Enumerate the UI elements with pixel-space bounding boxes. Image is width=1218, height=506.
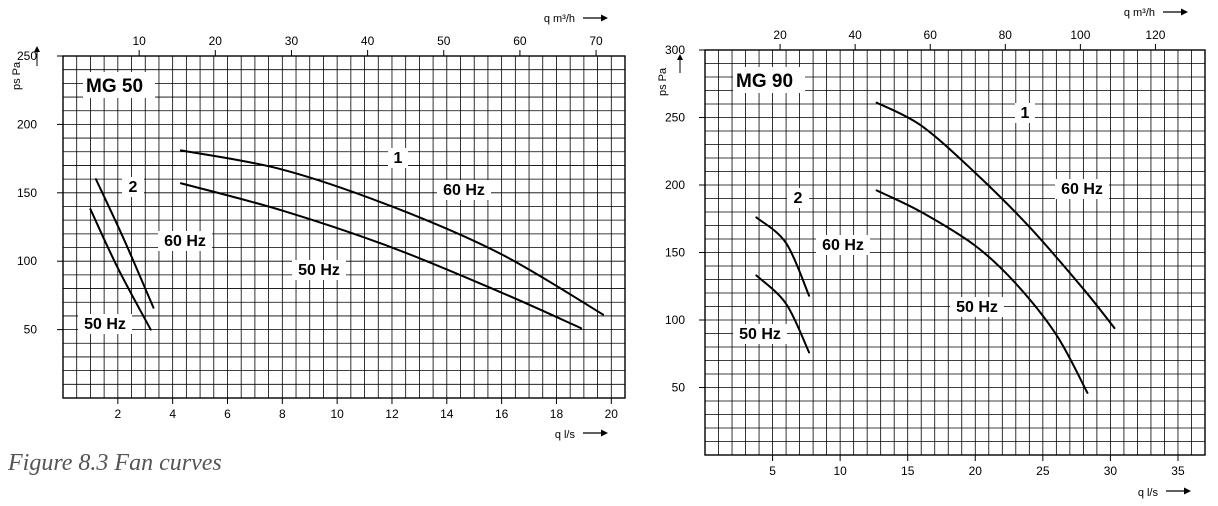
curve-label: 60 Hz	[822, 237, 864, 254]
series-line-1	[875, 189, 1089, 394]
chart-title: MG 90	[736, 71, 793, 92]
x-tick-label: 12	[385, 407, 399, 421]
x2-tick-label: 80	[999, 28, 1013, 42]
x-tick-label: 25	[1036, 464, 1050, 478]
chart-title-bg	[733, 67, 805, 93]
curve-label-bg	[158, 231, 212, 251]
x2-tick-label: 20	[773, 28, 787, 42]
curve-label: 2	[794, 190, 803, 207]
chart-grid	[62, 55, 626, 399]
curve-label-bg	[292, 260, 346, 280]
x-tick-label: 20	[605, 407, 619, 421]
series-line-2	[94, 178, 155, 309]
curve-label: 1	[1021, 105, 1030, 122]
x2-axis-label: q m³/h	[1124, 7, 1155, 19]
x-tick-label: 20	[969, 464, 983, 478]
x2-tick-label: 40	[848, 28, 862, 42]
x-axis-arrowhead	[1184, 487, 1191, 495]
x-axis-arrowhead	[601, 429, 608, 437]
x-tick-label: 14	[440, 407, 454, 421]
curve-label: 2	[129, 179, 138, 196]
y-tick-label: 100	[665, 313, 685, 327]
y-axis-label: ps Pa	[657, 67, 669, 96]
x-tick-label: 6	[224, 407, 231, 421]
y-tick-label: 100	[17, 254, 37, 268]
x-tick-label: 30	[1104, 464, 1118, 478]
x-axis-label: q l/s	[555, 429, 576, 441]
curve-label-bg	[1015, 103, 1035, 123]
curve-label-bg	[122, 177, 144, 197]
x-tick-label: 10	[833, 464, 847, 478]
curve-label-bg	[787, 188, 809, 208]
x-tick-label: 5	[769, 464, 776, 478]
curve-label-bg	[388, 148, 408, 168]
curve-label-bg	[78, 314, 132, 334]
x2-tick-label: 100	[1070, 28, 1090, 42]
y-axis-arrowhead	[677, 54, 683, 60]
x-tick-label: 35	[1171, 464, 1185, 478]
x2-tick-label: 60	[513, 34, 527, 48]
chart-title: MG 50	[86, 76, 143, 97]
series-line-2	[755, 216, 811, 297]
curve-label: 50 Hz	[739, 326, 781, 343]
curve-label: 60 Hz	[443, 182, 485, 199]
y-tick-label: 300	[665, 43, 685, 57]
x-axis-label: q l/s	[1138, 487, 1159, 499]
series-line-0	[875, 101, 1116, 330]
x2-tick-label: 50	[437, 34, 451, 48]
curve-label-bg	[733, 324, 787, 344]
y-tick-label: 150	[17, 186, 37, 200]
x2-tick-label: 60	[924, 28, 938, 42]
series-line-0	[179, 149, 605, 316]
x-tick-label: 10	[330, 407, 344, 421]
x2-axis-label: q m³/h	[544, 13, 575, 25]
y-tick-label: 200	[665, 178, 685, 192]
curve-label-bg	[437, 180, 491, 200]
x2-tick-label: 10	[132, 34, 146, 48]
curve-label-bg	[1055, 179, 1109, 199]
x2-axis-arrowhead	[601, 14, 608, 22]
chart-grid	[704, 49, 1206, 456]
y-tick-label: 200	[17, 117, 37, 131]
y-tick-label: 150	[665, 246, 685, 260]
curve-label-bg	[950, 297, 1004, 317]
y-tick-label: 50	[24, 323, 38, 337]
y-tick-label: 250	[17, 49, 37, 63]
x2-axis-arrowhead	[1181, 8, 1188, 16]
series-line-1	[179, 182, 583, 330]
chart-1: 50 100 150 200 250 300 5 10 15 20 25 30 35 20 40 60 80 10…	[657, 7, 1206, 499]
chart-title-bg	[83, 72, 155, 98]
y-tick-label: 50	[672, 381, 686, 395]
curve-label: 50 Hz	[84, 316, 126, 333]
x2-tick-label: 40	[361, 34, 375, 48]
x-tick-label: 8	[279, 407, 286, 421]
series-line-3	[89, 208, 152, 331]
curve-label: 50 Hz	[956, 299, 998, 316]
x2-tick-label: 120	[1145, 28, 1165, 42]
curve-label: 60 Hz	[164, 233, 206, 250]
x-tick-label: 2	[114, 407, 121, 421]
curve-label: 60 Hz	[1061, 181, 1103, 198]
x2-tick-label: 20	[209, 34, 223, 48]
x-tick-label: 18	[550, 407, 564, 421]
x2-tick-label: 70	[589, 34, 603, 48]
x-tick-label: 4	[169, 407, 176, 421]
curve-label-bg	[816, 235, 870, 255]
series-line-3	[755, 274, 811, 354]
curve-label: 50 Hz	[298, 262, 340, 279]
x2-tick-label: 30	[285, 34, 299, 48]
plot-frame	[62, 55, 626, 399]
y-axis-label: ps Pa	[11, 61, 23, 90]
x-tick-label: 16	[495, 407, 509, 421]
x-tick-label: 15	[901, 464, 915, 478]
figure-caption: Figure 8.3 Fan curves	[8, 450, 222, 476]
y-tick-label: 250	[665, 111, 685, 125]
curve-label: 1	[394, 150, 403, 167]
y-axis-arrowhead	[34, 46, 40, 52]
